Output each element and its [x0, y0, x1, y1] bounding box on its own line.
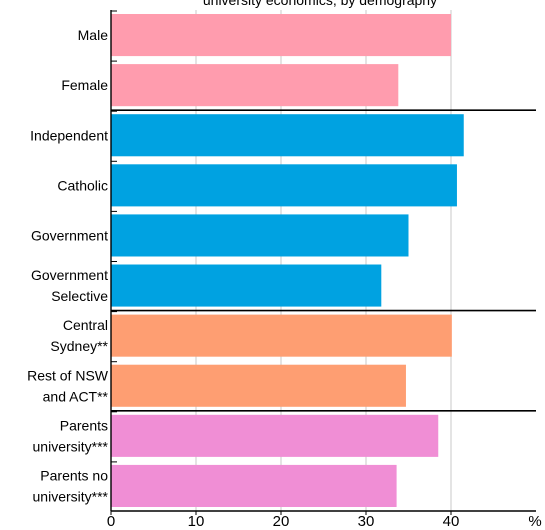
- category-label: Selective: [51, 288, 108, 304]
- x-tick-label: 10: [188, 513, 205, 530]
- bar: [111, 464, 397, 507]
- category-label: Sydney**: [50, 338, 108, 354]
- x-tick-label: 40: [443, 513, 460, 530]
- chart-title: university economics, by demography: [203, 0, 437, 8]
- x-axis-ticks: 0 10 20 30 40%: [107, 511, 542, 530]
- bars-group: [111, 10, 464, 507]
- category-label: Female: [61, 77, 108, 93]
- category-label: Catholic: [57, 177, 108, 193]
- category-label: Central: [63, 317, 108, 333]
- x-tick-label: 0: [107, 513, 115, 530]
- category-label: university***: [33, 488, 109, 504]
- bar: [111, 164, 457, 207]
- category-label: Government: [31, 227, 108, 243]
- bar: [111, 14, 451, 57]
- category-label: Parents no: [40, 467, 108, 483]
- bar: [111, 264, 382, 307]
- x-tick-label: 30: [358, 513, 375, 530]
- bar: [111, 314, 452, 357]
- category-label: Rest of NSW: [27, 367, 109, 383]
- category-label: Male: [78, 27, 109, 43]
- x-unit-label: %: [528, 513, 541, 530]
- bar: [111, 364, 406, 407]
- group-dividers: [111, 109, 536, 412]
- category-label: and ACT**: [43, 388, 109, 404]
- x-tick-label: 20: [273, 513, 290, 530]
- category-label: Parents: [60, 417, 108, 433]
- bar: [111, 414, 439, 457]
- plot-frame: [110, 10, 536, 512]
- category-labels: Male Female Independent Catholic Government G…: [27, 27, 109, 504]
- category-label: Government: [31, 267, 108, 283]
- category-label: Independent: [30, 127, 108, 143]
- category-label: university***: [33, 438, 109, 454]
- bar: [111, 214, 409, 257]
- bar: [111, 114, 464, 157]
- bar: [111, 64, 399, 107]
